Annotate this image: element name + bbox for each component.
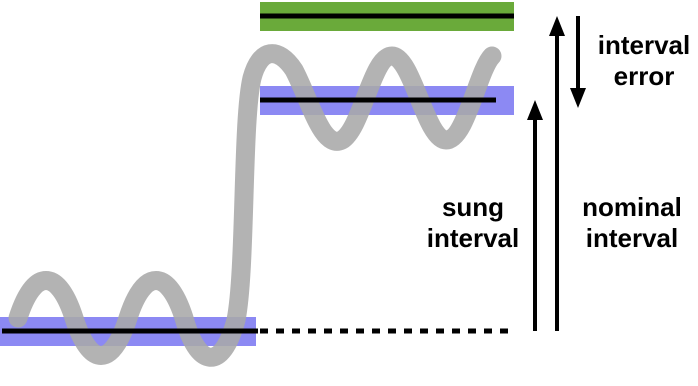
sung-interval-label-line-1: sung xyxy=(441,192,505,222)
pitch-curve xyxy=(8,44,502,367)
interval-error-arrowhead xyxy=(570,88,586,108)
interval-error-label-line-1: interval xyxy=(597,30,691,60)
sung-interval-label-line-2: interval xyxy=(426,223,520,253)
interval-error-label: interval error xyxy=(592,30,696,92)
interval-error-label-line-2: error xyxy=(613,61,675,91)
sung-interval-arrowhead xyxy=(527,100,543,120)
nominal-interval-label-line-2: interval xyxy=(585,223,679,253)
nominal-interval-label-line-1: nominal xyxy=(582,192,682,222)
nominal-interval-arrowhead xyxy=(549,16,565,36)
sung-interval-label: sung interval xyxy=(418,192,528,254)
nominal-interval-label: nominal interval xyxy=(572,192,692,254)
